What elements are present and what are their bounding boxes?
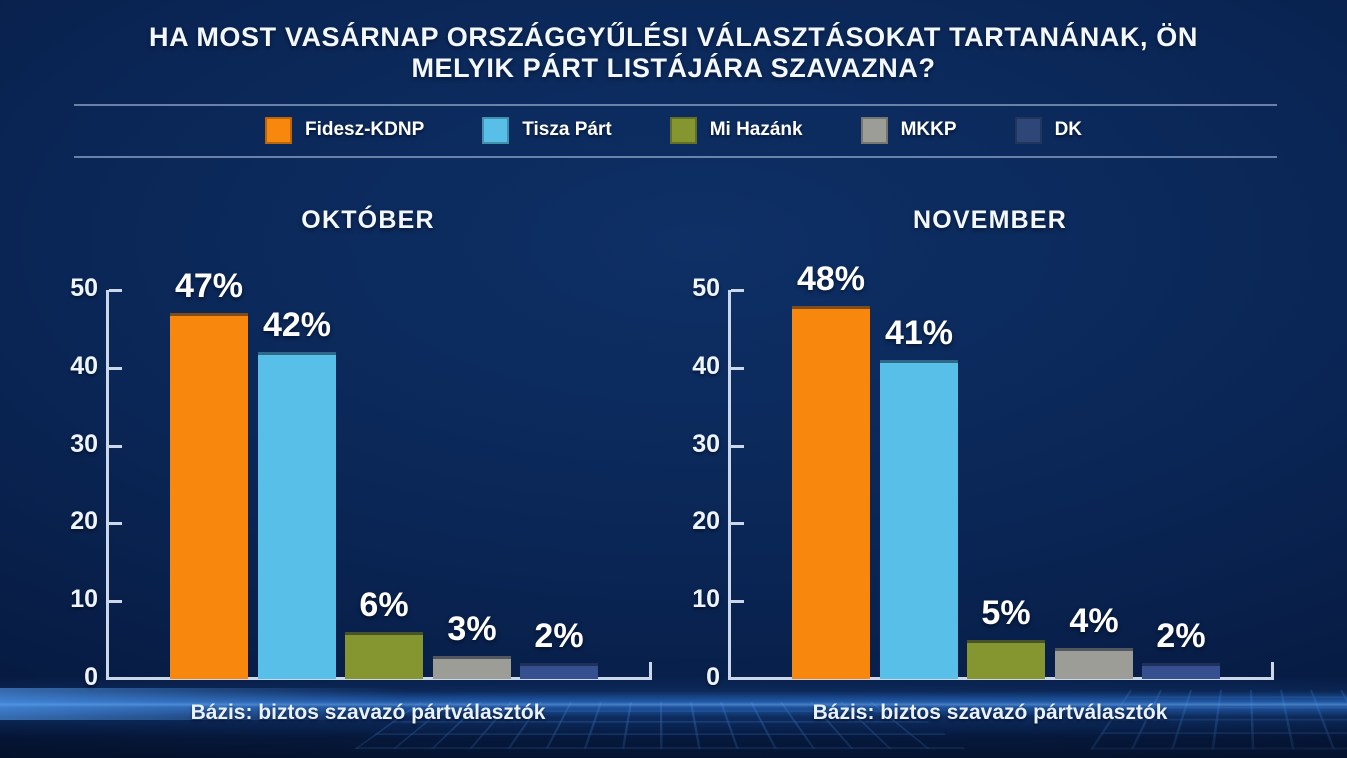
bar-value-label-mi-haz-nk: 6% bbox=[359, 586, 409, 624]
bar-value-label-dk: 2% bbox=[1156, 617, 1206, 655]
bar-mkkp bbox=[433, 656, 511, 679]
y-axis bbox=[728, 290, 731, 680]
y-tick-50 bbox=[109, 289, 122, 292]
chart-note: Bázis: biztos szavazó pártválasztók bbox=[812, 701, 1168, 724]
y-tick-30 bbox=[731, 445, 744, 448]
legend-item-tisza-part: Tisza Párt bbox=[482, 116, 612, 144]
bar-value-label-mkkp: 3% bbox=[447, 610, 497, 648]
legend-label: Mi Hazánk bbox=[709, 119, 803, 140]
y-tick-30 bbox=[109, 445, 122, 448]
x-axis-end-tick bbox=[649, 662, 652, 680]
bar-tisza-p-rt bbox=[880, 360, 958, 679]
y-tick-10 bbox=[731, 600, 744, 603]
legend-swatch-dk bbox=[1014, 116, 1042, 144]
legend-label: DK bbox=[1054, 119, 1083, 140]
bar-value-label-fidesz-kdnp: 48% bbox=[796, 260, 866, 298]
bar-value-label-tisza-p-rt: 42% bbox=[262, 306, 332, 344]
legend-swatch-mi-hazank bbox=[669, 116, 697, 144]
y-tick-label-10: 10 bbox=[692, 585, 720, 613]
bar-value-label-tisza-p-rt: 41% bbox=[884, 314, 954, 352]
y-tick-label-50: 50 bbox=[692, 274, 720, 302]
x-axis-end-tick bbox=[1271, 662, 1274, 680]
legend-swatch-mkkp bbox=[860, 116, 888, 144]
horizon-glow-left bbox=[0, 688, 405, 720]
y-tick-label-20: 20 bbox=[692, 507, 720, 535]
bar-fidesz-kdnp bbox=[792, 306, 870, 679]
y-tick-label-40: 40 bbox=[692, 352, 720, 380]
y-tick-label-10: 10 bbox=[70, 585, 98, 613]
bar-fidesz-kdnp bbox=[170, 313, 248, 679]
legend-divider-top bbox=[74, 104, 1277, 106]
bar-dk bbox=[520, 663, 598, 679]
legend-item-mi-hazank: Mi Hazánk bbox=[669, 116, 803, 144]
legend-swatch-fidesz-kdnp bbox=[264, 116, 292, 144]
y-tick-label-0: 0 bbox=[706, 663, 720, 691]
legend-item-dk: DK bbox=[1014, 116, 1083, 144]
bar-value-label-mi-haz-nk: 5% bbox=[981, 594, 1031, 632]
legend-swatch-tisza-part bbox=[482, 116, 510, 144]
legend-divider-bottom bbox=[74, 156, 1277, 158]
bar-value-label-mkkp: 4% bbox=[1069, 602, 1119, 640]
chart-note: Bázis: biztos szavazó pártválasztók bbox=[190, 701, 546, 724]
page-title-line-2: MELYIK PÁRT LISTÁJÁRA SZAVAZNA? bbox=[411, 53, 936, 83]
y-tick-40 bbox=[109, 367, 122, 370]
legend-label: Fidesz-KDNP bbox=[304, 119, 425, 140]
y-axis bbox=[106, 290, 109, 680]
y-tick-40 bbox=[731, 367, 744, 370]
y-tick-label-20: 20 bbox=[70, 507, 98, 535]
y-tick-20 bbox=[731, 522, 744, 525]
chart-title-november: NOVEMBER bbox=[912, 206, 1068, 234]
page-title-line-1: HA MOST VASÁRNAP ORSZÁGGYŰLÉSI VÁLASZTÁS… bbox=[149, 22, 1198, 52]
y-tick-label-50: 50 bbox=[70, 274, 98, 302]
chart-november: NOVEMBER Bázis: biztos szavazó pártválas… bbox=[690, 196, 1290, 756]
y-tick-50 bbox=[731, 289, 744, 292]
legend-label: Tisza Párt bbox=[522, 119, 612, 140]
y-tick-label-40: 40 bbox=[70, 352, 98, 380]
bar-value-label-fidesz-kdnp: 47% bbox=[174, 267, 244, 305]
bar-dk bbox=[1142, 663, 1220, 679]
legend: Fidesz-KDNP Tisza Párt Mi Hazánk MKKP DK bbox=[0, 108, 1347, 152]
chart-title-october: OKTÓBER bbox=[301, 206, 435, 234]
y-tick-label-0: 0 bbox=[84, 663, 98, 691]
page-title: HA MOST VASÁRNAP ORSZÁGGYŰLÉSI VÁLASZTÁS… bbox=[0, 22, 1347, 84]
bar-value-label-dk: 2% bbox=[534, 617, 584, 655]
bar-mi-haz-nk bbox=[345, 632, 423, 679]
bottom-fade bbox=[0, 724, 1347, 758]
y-tick-20 bbox=[109, 522, 122, 525]
legend-item-mkkp: MKKP bbox=[860, 116, 957, 144]
bar-mkkp bbox=[1055, 648, 1133, 679]
bar-tisza-p-rt bbox=[258, 352, 336, 679]
legend-label: MKKP bbox=[900, 119, 957, 140]
chart-october: OKTÓBER Bázis: biztos szavazó pártválasz… bbox=[68, 196, 668, 756]
y-tick-10 bbox=[109, 600, 122, 603]
y-tick-label-30: 30 bbox=[692, 430, 720, 458]
legend-item-fidesz-kdnp: Fidesz-KDNP bbox=[264, 116, 425, 144]
bar-mi-haz-nk bbox=[967, 640, 1045, 679]
y-tick-label-30: 30 bbox=[70, 430, 98, 458]
